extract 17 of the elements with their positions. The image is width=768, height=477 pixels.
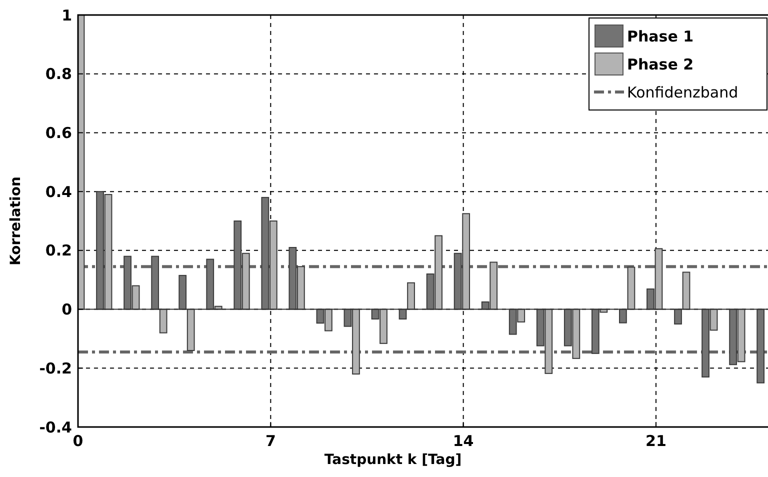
y-tick-label: 0.8: [45, 65, 72, 84]
y-tick-label: -0.4: [39, 418, 72, 436]
y-tick-label: 0.2: [45, 242, 72, 260]
x-tick-label: 0: [72, 432, 84, 450]
x-axis-title: Tastpunkt k [Tag]: [324, 452, 462, 468]
y-tick-label: -0.2: [39, 359, 72, 378]
y-tick-label: 0.4: [45, 182, 72, 201]
y-tick-label: 0: [62, 300, 72, 319]
legend-label: Phase 2: [627, 55, 694, 74]
x-tick-label: 14: [452, 432, 474, 450]
legend-label: Phase 1: [627, 27, 694, 46]
y-tick-label: 0.6: [45, 124, 72, 142]
x-tick-label: 21: [646, 432, 666, 450]
x-tick-label: 7: [265, 432, 276, 450]
y-tick-label: 1: [62, 6, 72, 24]
y-axis-title: Korrelation: [8, 176, 24, 266]
legend-label: Konfidenzband: [627, 83, 738, 102]
